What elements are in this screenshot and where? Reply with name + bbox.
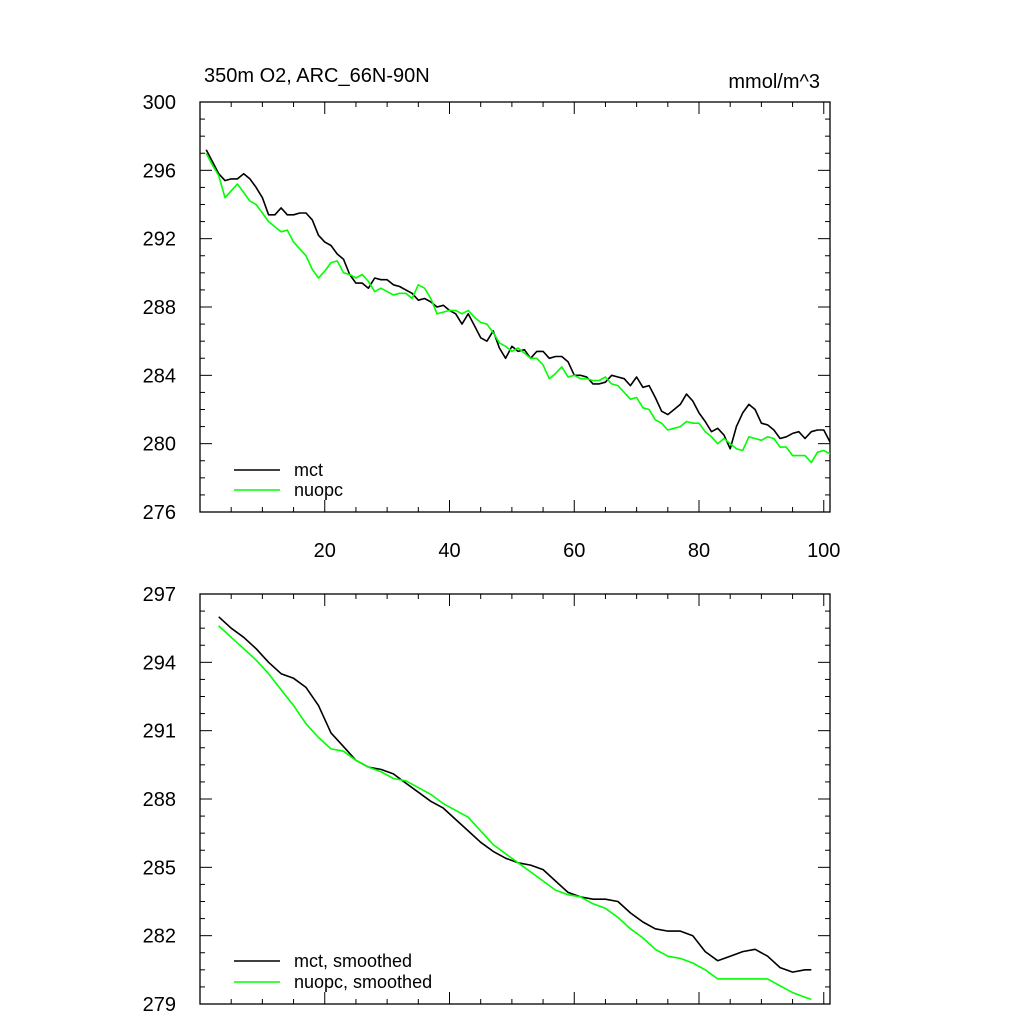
series-line-mct [205,149,831,450]
y-tick-label: 279 [143,994,176,1016]
series-line-nuopc-smoothed [218,625,812,1001]
x-tick-label: 100 [807,540,840,562]
y-tick-label: 288 [143,789,176,811]
legend-label-mct: mct [294,460,323,480]
x-tick-label: 80 [688,540,710,562]
y-tick-label: 276 [143,502,176,524]
top-panel: 350m O2, ARC_66N-90N mmol/m^3 20 40 60 80 10… [143,65,841,562]
y-tick-label: 280 [143,434,176,456]
y-tick-label: 291 [143,721,176,743]
y-tick-label: 282 [143,926,176,948]
y-tick-label: 288 [143,297,176,319]
units-label: mmol/m^3 [728,71,820,93]
y-tick-label: 296 [143,160,176,182]
y-tick-label: 285 [143,857,176,879]
y-tick-label: 300 [143,92,176,114]
legend: mct, smoothed nuopc, smoothed [234,951,432,992]
plot-frame [199,593,831,1005]
series-line-nuopc [205,152,831,464]
series-lines [205,149,831,464]
bottom-panel: 279 282 285 288 291 294 297 mct, smoothed nuop… [143,584,831,1016]
legend-label-nuopc-smoothed: nuopc, smoothed [294,972,432,992]
series-lines [218,616,812,1001]
x-tick-label: 40 [438,540,460,562]
series-line-mct-smoothed [218,616,812,973]
legend-label-nuopc: nuopc [294,480,343,500]
x-tick-label: 60 [563,540,585,562]
plot-frame [199,101,831,513]
legend: mct nuopc [234,460,343,500]
y-tick-label: 294 [143,652,176,674]
legend-label-mct-smoothed: mct, smoothed [294,951,412,971]
axis-ticks: 20 40 60 80 100 276 280 284 288 292 296 300 [143,92,841,562]
y-tick-label: 297 [143,584,176,606]
y-tick-label: 292 [143,229,176,251]
chart-title: 350m O2, ARC_66N-90N [204,65,430,87]
y-tick-label: 284 [143,365,176,387]
axis-ticks: 279 282 285 288 291 294 297 [143,584,830,1016]
x-tick-label: 20 [314,540,336,562]
